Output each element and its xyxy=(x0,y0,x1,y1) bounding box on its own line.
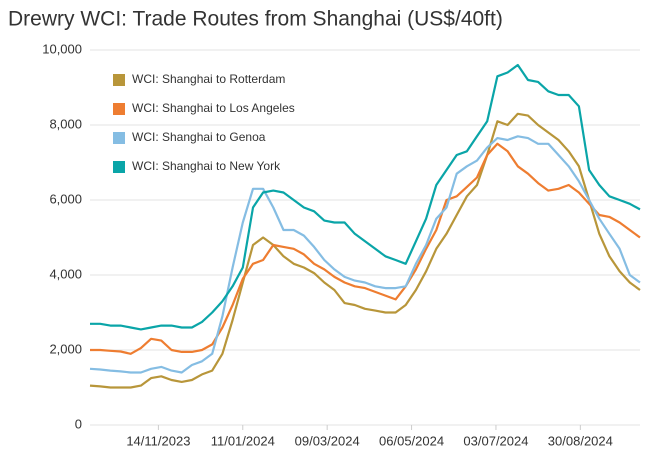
x-tick-label: 11/01/2024 xyxy=(211,433,275,448)
series-line xyxy=(89,112,641,389)
series-line xyxy=(90,63,641,331)
legend-label: WCI: Shanghai to Los Angeles xyxy=(132,101,295,115)
y-tick-label: 10,000 xyxy=(42,41,82,56)
x-tick-label: 30/08/2024 xyxy=(548,433,613,448)
y-tick-label: 0 xyxy=(75,416,82,431)
legend-label: WCI: Shanghai to New York xyxy=(132,159,281,173)
legend-label: WCI: Shanghai to Genoa xyxy=(132,130,266,144)
series-line xyxy=(90,142,641,355)
y-tick-label: 4,000 xyxy=(49,266,82,281)
x-tick-label: 14/11/2023 xyxy=(126,433,190,448)
y-tick-label: 2,000 xyxy=(49,341,82,356)
x-tick-label: 09/03/2024 xyxy=(295,433,360,448)
x-tick-label: 03/07/2024 xyxy=(463,433,528,448)
chart-title: Drewry WCI: Trade Routes from Shanghai (… xyxy=(8,8,503,31)
legend-swatch xyxy=(113,103,125,115)
legend-swatch xyxy=(113,74,125,86)
legend-swatch xyxy=(113,161,125,173)
y-tick-label: 8,000 xyxy=(49,116,82,131)
y-tick-label: 6,000 xyxy=(49,191,82,206)
legend-swatch xyxy=(113,132,125,144)
x-tick-label: 06/05/2024 xyxy=(379,433,444,448)
legend-label: WCI: Shanghai to Rotterdam xyxy=(132,72,285,86)
series-line xyxy=(89,135,641,374)
